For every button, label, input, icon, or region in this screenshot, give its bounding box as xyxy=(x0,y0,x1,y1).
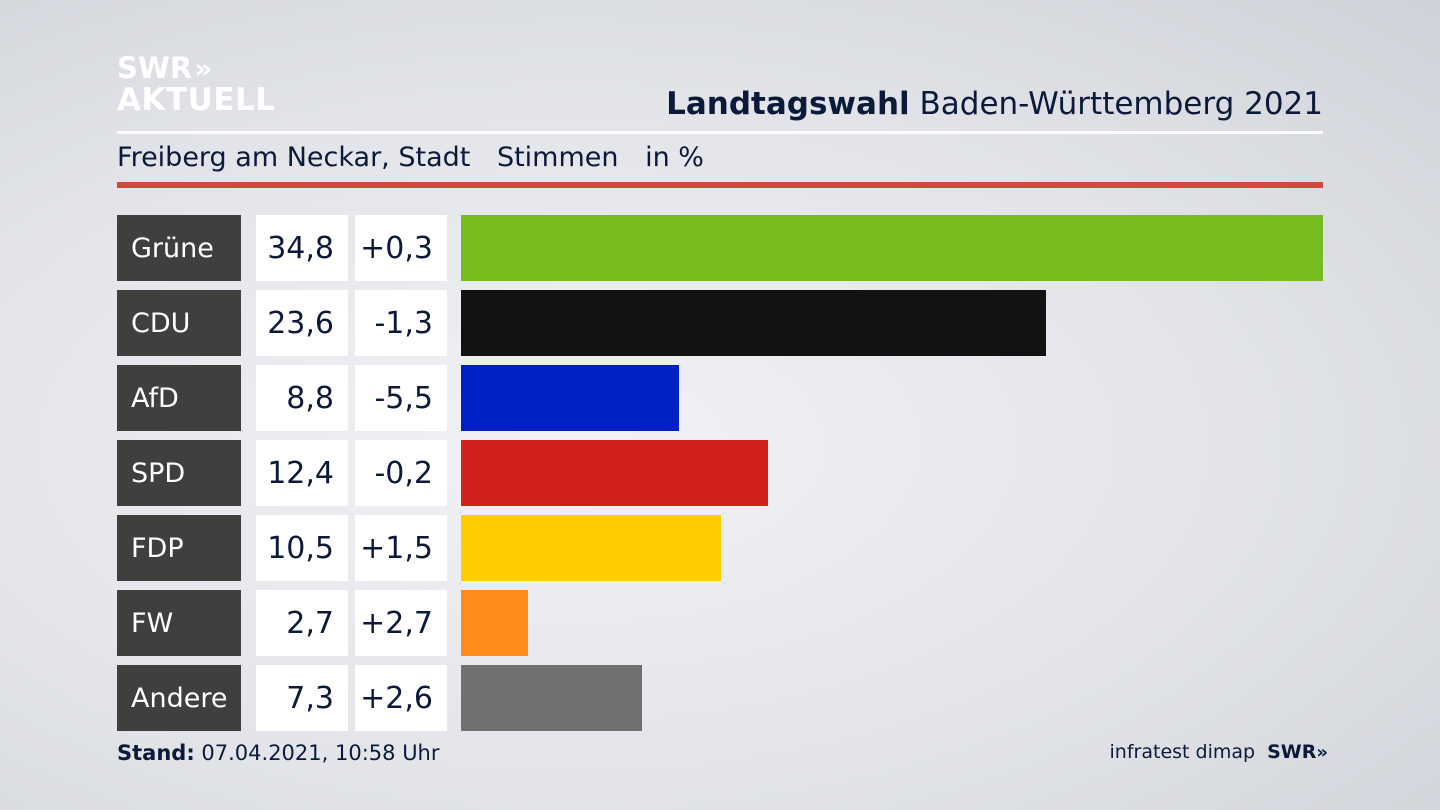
result-row: Grüne 34,8 +0,3 xyxy=(117,215,1323,281)
swr-aktuell-logo: SWR » AKTUELL xyxy=(117,54,276,116)
title-divider xyxy=(117,131,1323,134)
source-text: infratest dimap xyxy=(1109,741,1256,763)
subtitle-measure: Stimmen xyxy=(496,142,619,173)
subtitle-unit: in % xyxy=(645,142,704,173)
party-label: CDU xyxy=(117,290,241,356)
party-label: FDP xyxy=(117,515,241,581)
vote-share-value: 8,8 xyxy=(256,365,348,431)
party-label: Grüne xyxy=(117,215,241,281)
logo-swr-text: SWR xyxy=(117,51,193,85)
timestamp-value: 07.04.2021, 10:58 Uhr xyxy=(201,741,440,765)
vote-bar xyxy=(461,365,679,431)
result-row: SPD 12,4 -0,2 xyxy=(117,440,1323,506)
vote-bar xyxy=(461,290,1046,356)
vote-bar xyxy=(461,215,1323,281)
vote-share-value: 2,7 xyxy=(256,590,348,656)
result-row: FDP 10,5 +1,5 xyxy=(117,515,1323,581)
vote-bar xyxy=(461,665,642,731)
source-credit: infratest dimap SWR » xyxy=(1109,741,1328,763)
vote-change-value: -1,3 xyxy=(355,290,447,356)
vote-share-value: 12,4 xyxy=(256,440,348,506)
result-row: FW 2,7 +2,7 xyxy=(117,590,1323,656)
logo-chevron-icon: » xyxy=(194,51,212,85)
party-label: AfD xyxy=(117,365,241,431)
vote-share-value: 7,3 xyxy=(256,665,348,731)
vote-bar xyxy=(461,515,721,581)
vote-change-value: +1,5 xyxy=(355,515,447,581)
vote-share-value: 23,6 xyxy=(256,290,348,356)
vote-bar xyxy=(461,440,768,506)
timestamp: Stand: 07.04.2021, 10:58 Uhr xyxy=(117,741,440,765)
swr-chevron-icon: » xyxy=(1316,741,1327,763)
vote-change-value: -5,5 xyxy=(355,365,447,431)
subtitle-location: Freiberg am Neckar, Stadt xyxy=(117,142,471,173)
vote-share-value: 34,8 xyxy=(256,215,348,281)
result-row: AfD 8,8 -5,5 xyxy=(117,365,1323,431)
party-label: FW xyxy=(117,590,241,656)
vote-change-value: +0,3 xyxy=(355,215,447,281)
party-label: SPD xyxy=(117,440,241,506)
chart-title: Landtagswahl Baden-Württemberg 2021 xyxy=(666,86,1323,122)
party-label: Andere xyxy=(117,665,241,731)
logo-aktuell-text: AKTUELL xyxy=(117,82,276,118)
result-row: CDU 23,6 -1,3 xyxy=(117,290,1323,356)
result-row: Andere 7,3 +2,6 xyxy=(117,665,1323,731)
accent-divider xyxy=(117,182,1323,188)
vote-change-value: -0,2 xyxy=(355,440,447,506)
swr-brand-text: SWR xyxy=(1267,741,1317,763)
vote-bar xyxy=(461,590,528,656)
vote-share-value: 10,5 xyxy=(256,515,348,581)
chart-title-rest: Baden-Württemberg 2021 xyxy=(919,86,1323,122)
chart-subtitle: Freiberg am Neckar, Stadt Stimmen in % xyxy=(117,142,722,173)
vote-change-value: +2,7 xyxy=(355,590,447,656)
chart-title-bold: Landtagswahl xyxy=(666,86,910,122)
vote-change-value: +2,6 xyxy=(355,665,447,731)
timestamp-label: Stand: xyxy=(117,741,195,765)
